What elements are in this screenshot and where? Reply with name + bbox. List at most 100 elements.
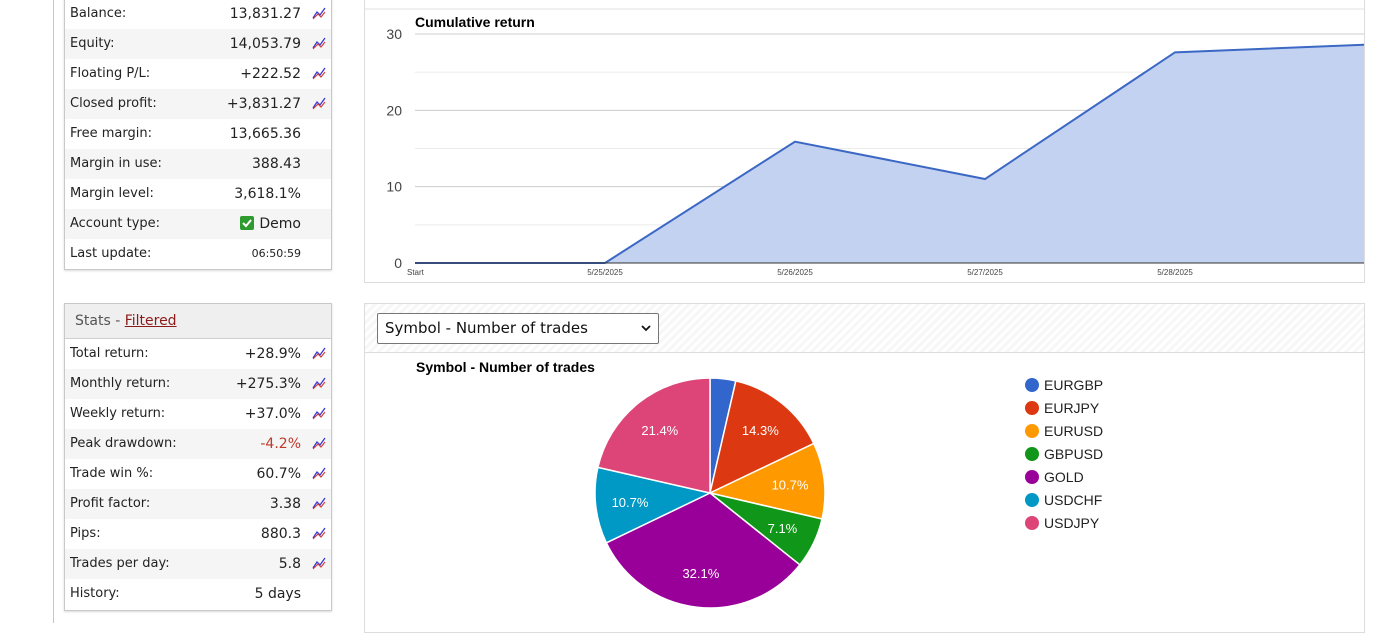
stat-row: Total return: +28.9% bbox=[65, 339, 331, 369]
stat-row: Balance: 13,831.27 bbox=[65, 0, 331, 29]
stat-row: Closed profit: +3,831.27 bbox=[65, 89, 331, 119]
stat-value: 60.7% bbox=[256, 466, 301, 482]
pie-slice-usdchf[interactable] bbox=[594, 466, 713, 544]
legend-entry[interactable]: GOLD bbox=[1044, 469, 1084, 485]
pie-chart-panel: Symbol - Number of trades 14.3% 10.7% 7.1%… bbox=[364, 303, 1365, 633]
chart-icon[interactable] bbox=[312, 406, 326, 420]
stat-row: Margin in use: 388.43 bbox=[65, 149, 331, 179]
pie-slice-eurjpy[interactable] bbox=[708, 380, 815, 495]
stat-value: -4.2% bbox=[260, 436, 301, 452]
legend-marker bbox=[1025, 424, 1039, 438]
stat-row: Equity: 14,053.79 bbox=[65, 29, 331, 59]
chart-icon[interactable] bbox=[312, 556, 326, 570]
pie-slice-label: 14.3% bbox=[742, 423, 779, 438]
chart-icon[interactable] bbox=[312, 466, 326, 480]
stat-label: Weekly return: bbox=[70, 406, 166, 421]
account-type-value: Demo bbox=[259, 216, 301, 232]
stat-row: Peak drawdown: -4.2% bbox=[65, 429, 331, 459]
stat-value: 388.43 bbox=[252, 156, 301, 172]
chart-icon[interactable] bbox=[312, 346, 326, 360]
stat-value: +275.3% bbox=[235, 376, 301, 392]
legend-entry[interactable]: USDCHF bbox=[1044, 492, 1102, 508]
stat-value: 06:50:59 bbox=[251, 247, 301, 260]
account-panel: Balance: 13,831.27 Equity: 14,053.79 Floatin… bbox=[64, 0, 332, 270]
chart-icon[interactable] bbox=[312, 376, 326, 390]
chart-icon[interactable] bbox=[312, 526, 326, 540]
demo-check-icon bbox=[240, 216, 255, 230]
stats-title: Stats - bbox=[75, 313, 125, 329]
pie-slice-gold[interactable] bbox=[605, 492, 801, 609]
stat-label: Margin in use: bbox=[70, 156, 162, 171]
stat-value: +37.0% bbox=[244, 406, 301, 422]
stats-rows: Total return: +28.9% Monthly return: +275.3… bbox=[65, 339, 331, 609]
legend-marker bbox=[1025, 378, 1039, 392]
stat-label: Pips: bbox=[70, 526, 101, 541]
stat-label: Balance: bbox=[70, 6, 127, 21]
chart-icon[interactable] bbox=[312, 496, 326, 510]
x-tick-label: Start bbox=[407, 268, 425, 277]
stat-value: 13,665.36 bbox=[229, 126, 301, 142]
cumulative-return-chart: 0 10 20 30 Start 5/25/2025 5/26/2025 5/27/2025 5… bbox=[365, 8, 1364, 277]
legend-marker bbox=[1025, 447, 1039, 461]
stat-label: Trade win %: bbox=[70, 466, 154, 481]
stat-label: Monthly return: bbox=[70, 376, 171, 391]
stats-header: Stats - Filtered bbox=[65, 304, 331, 339]
legend-marker bbox=[1025, 516, 1039, 530]
y-tick-label: 20 bbox=[386, 102, 402, 118]
stat-value: 5 days bbox=[254, 586, 301, 602]
chart-type-selected: Symbol - Number of trades bbox=[385, 319, 588, 337]
stat-row: Last update: 06:50:59 bbox=[65, 239, 331, 269]
filtered-link[interactable]: Filtered bbox=[124, 313, 177, 329]
pie-slice-usdjpy[interactable] bbox=[596, 377, 711, 494]
page-border-line bbox=[53, 0, 54, 623]
x-tick-label: 5/25/2025 bbox=[587, 268, 623, 277]
stat-value: +222.52 bbox=[240, 66, 301, 82]
y-tick-label: 10 bbox=[386, 179, 402, 195]
stat-value: 880.3 bbox=[260, 526, 301, 542]
legend-entry[interactable]: EURGBP bbox=[1044, 377, 1103, 393]
stat-row: Trade win %: 60.7% bbox=[65, 459, 331, 489]
pie-slice-label: 32.1% bbox=[682, 566, 719, 581]
stat-label: Free margin: bbox=[70, 126, 152, 141]
stat-label: Equity: bbox=[70, 36, 115, 51]
chart-title: Cumulative return bbox=[415, 14, 535, 30]
stat-label: Closed profit: bbox=[70, 96, 157, 111]
stat-label: Account type: bbox=[70, 216, 161, 231]
stat-label: Trades per day: bbox=[70, 556, 170, 571]
legend-entry[interactable]: USDJPY bbox=[1044, 515, 1100, 531]
legend-entry[interactable]: EURUSD bbox=[1044, 423, 1103, 439]
pie-slice-label: 10.7% bbox=[612, 495, 649, 510]
stat-label: History: bbox=[70, 586, 120, 601]
stat-row: Free margin: 13,665.36 bbox=[65, 119, 331, 149]
stat-value: 3.38 bbox=[269, 496, 301, 512]
y-tick-label: 30 bbox=[386, 26, 402, 42]
pie-slice-label: 21.4% bbox=[641, 423, 678, 438]
legend-marker bbox=[1025, 401, 1039, 415]
chart-icon[interactable] bbox=[312, 66, 326, 80]
pie-slice-eurusd[interactable] bbox=[707, 442, 826, 520]
stat-row: Weekly return: +37.0% bbox=[65, 399, 331, 429]
chart-icon[interactable] bbox=[312, 436, 326, 450]
pie-slice-label: 7.1% bbox=[768, 521, 798, 536]
chart-type-select[interactable]: Symbol - Number of trades bbox=[377, 313, 659, 344]
chart-icon[interactable] bbox=[312, 6, 326, 20]
stat-label: Total return: bbox=[70, 346, 149, 361]
chart-icon[interactable] bbox=[312, 36, 326, 50]
stat-label: Margin level: bbox=[70, 186, 154, 201]
x-tick-label: 5/26/2025 bbox=[777, 268, 813, 277]
legend-entry[interactable]: GBPUSD bbox=[1044, 446, 1103, 462]
stat-row: Pips: 880.3 bbox=[65, 519, 331, 549]
stat-value: +3,831.27 bbox=[226, 96, 301, 112]
stat-label: Floating P/L: bbox=[70, 66, 151, 81]
stat-row: Account type: Demo bbox=[65, 209, 331, 239]
stat-row: Trades per day: 5.8 bbox=[65, 549, 331, 579]
stats-panel: Stats - Filtered Total return: +28.9% Mont… bbox=[64, 303, 332, 611]
stat-value: 5.8 bbox=[278, 556, 301, 572]
legend-marker bbox=[1025, 470, 1039, 484]
stat-row: Monthly return: +275.3% bbox=[65, 369, 331, 399]
stat-row: Profit factor: 3.38 bbox=[65, 489, 331, 519]
legend-entry[interactable]: EURJPY bbox=[1044, 400, 1100, 416]
chart-icon[interactable] bbox=[312, 96, 326, 110]
pie-chart-toolbar: Symbol - Number of trades bbox=[365, 304, 1364, 353]
x-tick-label: 5/27/2025 bbox=[967, 268, 1003, 277]
